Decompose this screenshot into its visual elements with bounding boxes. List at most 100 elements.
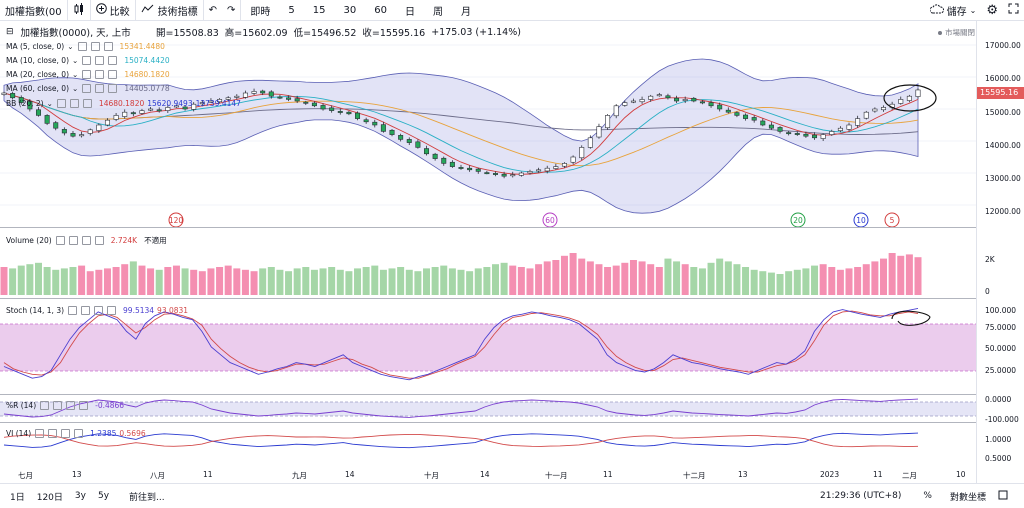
volume-legend[interactable]: Volume (20) 2.724K 不適用 <box>6 235 167 246</box>
fullscreen-button[interactable] <box>1003 0 1024 20</box>
interval-month[interactable]: 月 <box>452 0 480 20</box>
volume-bar <box>543 261 551 295</box>
visibility-icon[interactable] <box>68 306 78 315</box>
visibility-icon[interactable] <box>35 429 45 438</box>
volume-bar <box>828 267 836 295</box>
close-icon[interactable] <box>108 56 118 65</box>
visibility-icon[interactable] <box>56 99 66 108</box>
marker-10[interactable]: 10 <box>853 212 869 228</box>
more-icon[interactable] <box>74 429 84 438</box>
pane-separator[interactable] <box>0 227 976 228</box>
pane-separator[interactable] <box>0 422 976 423</box>
wr-legend[interactable]: %R (14) -0.4866 <box>6 401 124 410</box>
settings-icon[interactable] <box>69 99 79 108</box>
candle-body <box>786 132 792 135</box>
close-icon[interactable] <box>94 306 104 315</box>
settings-button[interactable]: ⚙ <box>981 0 1003 20</box>
marker-20[interactable]: 20 <box>790 212 806 228</box>
marker-60[interactable]: 60 <box>542 212 558 228</box>
redo-button[interactable]: ↷ <box>222 0 242 20</box>
interval-30[interactable]: 30 <box>335 0 366 20</box>
time-tick: 二月 <box>902 471 917 480</box>
settings-icon[interactable] <box>95 70 105 79</box>
interval-realtime[interactable]: 即時 <box>241 0 279 20</box>
compare-button[interactable]: 比較 <box>91 0 136 20</box>
close-icon[interactable] <box>61 429 71 438</box>
range-1d[interactable]: 1日 <box>10 492 25 503</box>
settings-icon[interactable] <box>95 56 105 65</box>
more-icon[interactable] <box>107 306 117 315</box>
time-axis[interactable]: 七月 13 八月 11 九月 14 十月 14 十一月 11 十二月 13 20… <box>0 468 976 482</box>
settings-icon[interactable] <box>90 42 100 51</box>
vi-name: VI (14) <box>6 429 32 438</box>
goto-button[interactable]: 前往到... <box>129 492 165 503</box>
interval-5[interactable]: 5 <box>279 0 303 20</box>
vi-legend[interactable]: VI (14) 1.2385 0.5696 <box>6 429 146 438</box>
candle-body <box>656 94 662 97</box>
chart-area[interactable]: 120 60 20 10 5 ⊟ 加權指數(0000), 天, 上市 開=155… <box>0 21 976 483</box>
interval-60[interactable]: 60 <box>365 0 396 20</box>
symbol-search[interactable]: 加權指數(00 <box>0 0 68 20</box>
close-icon[interactable] <box>81 236 91 245</box>
visibility-icon[interactable] <box>77 42 87 51</box>
volume-bar <box>9 268 17 295</box>
percent-toggle[interactable]: % <box>923 491 932 501</box>
auto-scale-toggle[interactable] <box>992 490 1014 503</box>
candle-body <box>79 134 85 137</box>
volume-bar <box>811 265 819 295</box>
range-3y[interactable]: 3y <box>74 491 86 501</box>
settings-icon[interactable] <box>95 84 105 93</box>
volume-bar <box>112 267 120 295</box>
visibility-icon[interactable] <box>55 236 65 245</box>
save-button[interactable]: 儲存 ⌄ <box>925 0 982 20</box>
settings-icon[interactable] <box>81 306 91 315</box>
time-tick: 八月 <box>150 471 165 480</box>
pane-separator[interactable] <box>0 394 976 395</box>
marker-5[interactable]: 5 <box>884 212 900 228</box>
visibility-icon[interactable] <box>82 56 92 65</box>
ma20-legend[interactable]: MA (20, close, 0) ⌄ 14680.1820 <box>6 70 170 79</box>
candle-type-button[interactable] <box>68 0 91 20</box>
log-scale-toggle[interactable]: 對數坐標 <box>949 492 986 503</box>
settings-icon[interactable] <box>53 401 63 410</box>
range-120d[interactable]: 120日 <box>36 492 63 503</box>
close-icon[interactable] <box>108 84 118 93</box>
settings-icon[interactable] <box>68 236 78 245</box>
visibility-icon[interactable] <box>82 84 92 93</box>
ma60-legend[interactable]: MA (60, close, 0) ⌄ 14405.0778 <box>6 84 170 93</box>
close-icon[interactable] <box>66 401 76 410</box>
range-5y[interactable]: 5y <box>97 491 110 501</box>
close-icon[interactable] <box>103 42 113 51</box>
stoch-legend[interactable]: Stoch (14, 1, 3) 99.5134 93.0831 <box>6 306 188 315</box>
bb-legend[interactable]: BB (20, 2) ⌄ 14680.1820 15620.9493 13739… <box>6 99 241 108</box>
collapse-icon[interactable]: ⊟ <box>6 27 14 37</box>
close-icon[interactable] <box>108 70 118 79</box>
volume-bar <box>578 258 586 295</box>
ma10-line <box>3 92 919 173</box>
marker-120[interactable]: 120 <box>168 212 184 228</box>
time-tick: 11 <box>203 470 213 479</box>
close-icon[interactable] <box>82 99 92 108</box>
ma10-legend[interactable]: MA (10, close, 0) ⌄ 15074.4420 <box>6 56 170 65</box>
volume-bar <box>310 269 318 295</box>
chart-canvas[interactable]: 120 60 20 10 5 <box>0 21 976 483</box>
more-icon[interactable] <box>79 401 89 410</box>
ma5-legend[interactable]: MA (5, close, 0) ⌄ 15341.4480 <box>6 42 165 51</box>
compare-label: 比較 <box>109 6 130 18</box>
indicators-button[interactable]: 技術指標 <box>136 0 204 20</box>
undo-button[interactable]: ↶ <box>204 0 222 20</box>
interval-day[interactable]: 日 <box>396 0 424 20</box>
interval-15[interactable]: 15 <box>304 0 335 20</box>
price-tick: 16000.00 <box>985 74 1021 83</box>
interval-week[interactable]: 周 <box>424 0 452 20</box>
visibility-icon[interactable] <box>82 70 92 79</box>
more-icon[interactable] <box>94 236 104 245</box>
visibility-icon[interactable] <box>40 401 50 410</box>
time-tick: 十月 <box>424 471 439 480</box>
chevron-down-icon: ⌄ <box>72 56 79 65</box>
candle-body <box>346 111 352 115</box>
price-axis[interactable]: 17000.00 16000.00 15000.00 14000.00 1300… <box>976 21 1024 483</box>
pane-separator[interactable] <box>0 298 976 299</box>
candle-body <box>294 98 300 102</box>
settings-icon[interactable] <box>48 429 58 438</box>
